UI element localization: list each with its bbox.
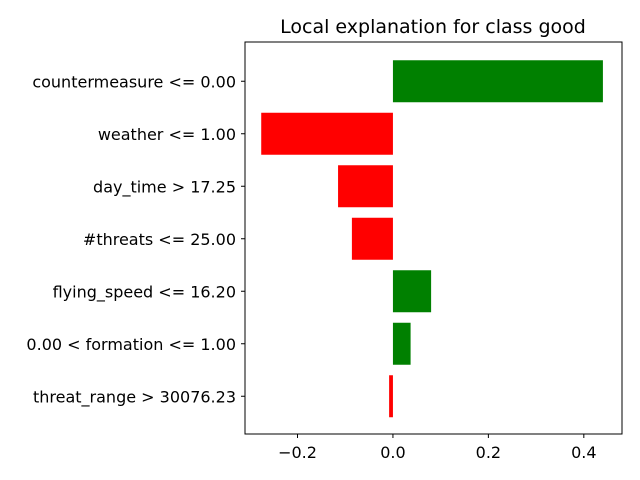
y-tick-label: threat_range > 30076.23 [33, 387, 236, 407]
x-tick-label: 0.4 [571, 443, 596, 462]
y-axis: countermeasure <= 0.00 weather <= 1.00 day… [26, 72, 245, 407]
bar [338, 165, 393, 208]
y-tick-label: 0.00 < formation <= 1.00 [26, 335, 236, 354]
y-tick-label: #threats <= 25.00 [83, 230, 236, 249]
bar [351, 217, 393, 260]
bar [261, 112, 393, 155]
chart-title: Local explanation for class good [280, 16, 586, 38]
bars-group [261, 60, 603, 418]
x-tick-label: 0.2 [476, 443, 501, 462]
plot-frame [244, 41, 623, 435]
bar [392, 270, 432, 313]
bar [392, 60, 603, 103]
bar [389, 375, 393, 418]
y-tick-label: day_time > 17.25 [93, 177, 236, 197]
y-tick-label: flying_speed <= 16.20 [53, 282, 236, 302]
x-axis: −0.2 0.0 0.2 0.4 [278, 434, 597, 462]
y-tick-label: countermeasure <= 0.00 [32, 72, 236, 91]
bar [392, 322, 411, 365]
y-tick-label: weather <= 1.00 [98, 125, 236, 144]
x-tick-label: −0.2 [278, 443, 317, 462]
x-tick-label: 0.0 [380, 443, 405, 462]
